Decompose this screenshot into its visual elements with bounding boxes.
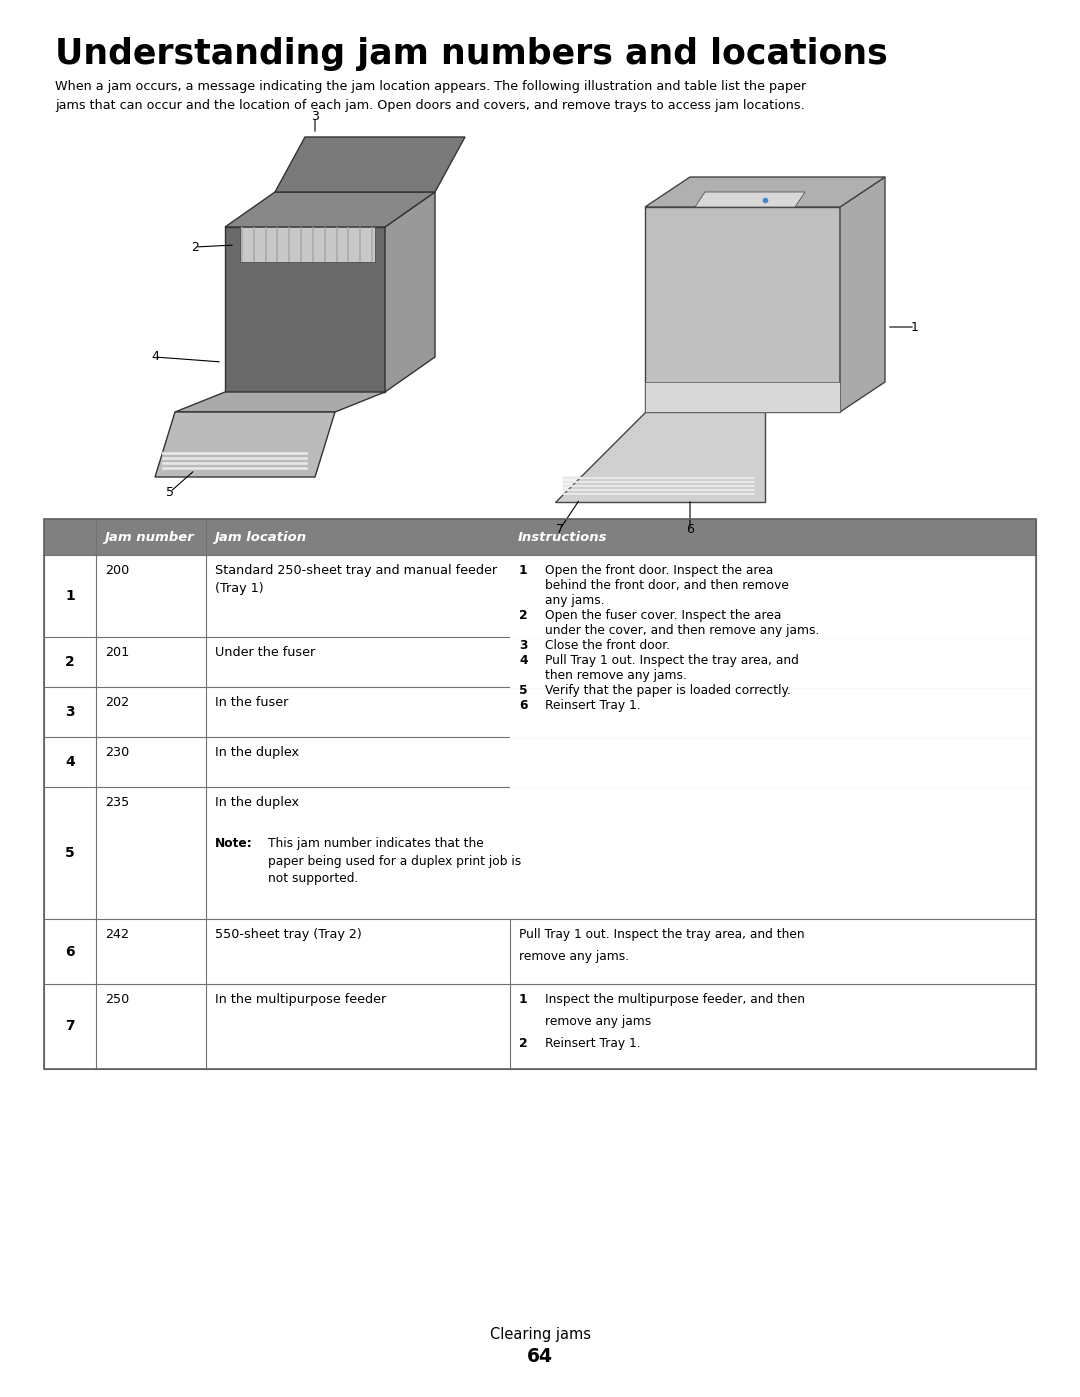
Polygon shape [162, 462, 308, 465]
Polygon shape [645, 207, 840, 412]
Polygon shape [563, 476, 755, 479]
Text: remove any jams: remove any jams [545, 1016, 651, 1028]
Text: Close the front door.: Close the front door. [545, 638, 670, 652]
Text: Pull Tray 1 out. Inspect the tray area, and: Pull Tray 1 out. Inspect the tray area, … [545, 654, 799, 666]
Text: under the cover, and then remove any jams.: under the cover, and then remove any jam… [545, 624, 820, 637]
Polygon shape [563, 489, 755, 490]
Text: Under the fuser: Under the fuser [215, 645, 315, 659]
Text: When a jam occurs, a message indicating the jam location appears. The following : When a jam occurs, a message indicating … [55, 80, 807, 112]
Text: 242: 242 [105, 928, 129, 942]
Text: 2: 2 [65, 655, 75, 669]
FancyBboxPatch shape [44, 520, 1036, 555]
Text: Standard 250-sheet tray and manual feeder
(Tray 1): Standard 250-sheet tray and manual feede… [215, 564, 497, 595]
Text: Open the front door. Inspect the area: Open the front door. Inspect the area [545, 564, 773, 577]
Polygon shape [696, 191, 805, 207]
Text: 230: 230 [105, 746, 130, 759]
Text: 4: 4 [519, 654, 527, 666]
Text: remove any jams.: remove any jams. [519, 950, 630, 963]
Text: 235: 235 [105, 796, 130, 809]
Polygon shape [162, 467, 308, 469]
Text: 202: 202 [105, 696, 130, 710]
Text: behind the front door, and then remove: behind the front door, and then remove [545, 578, 788, 592]
Text: Open the fuser cover. Inspect the area: Open the fuser cover. Inspect the area [545, 609, 781, 622]
Text: Note:: Note: [215, 837, 253, 849]
Polygon shape [275, 137, 465, 191]
Polygon shape [645, 381, 840, 412]
Text: 2: 2 [519, 609, 528, 622]
Text: Pull Tray 1 out. Inspect the tray area, and then: Pull Tray 1 out. Inspect the tray area, … [519, 928, 805, 942]
Text: 3: 3 [519, 638, 527, 652]
Text: Jam location: Jam location [214, 531, 306, 543]
Text: 250: 250 [105, 993, 130, 1006]
Text: 201: 201 [105, 645, 130, 659]
Polygon shape [162, 453, 308, 455]
Polygon shape [840, 177, 885, 412]
Text: 5: 5 [65, 847, 75, 861]
Text: In the multipurpose feeder: In the multipurpose feeder [215, 993, 387, 1006]
Text: 6: 6 [686, 522, 694, 535]
Text: any jams.: any jams. [545, 594, 605, 608]
Text: 200: 200 [105, 564, 130, 577]
Polygon shape [384, 191, 435, 393]
Polygon shape [563, 493, 755, 495]
Text: 7: 7 [556, 522, 564, 535]
Text: Verify that the paper is loaded correctly.: Verify that the paper is loaded correctl… [545, 685, 791, 697]
Polygon shape [240, 226, 375, 263]
Text: Jam number: Jam number [104, 531, 193, 543]
Polygon shape [563, 481, 755, 483]
Polygon shape [225, 226, 384, 393]
Text: 64: 64 [527, 1348, 553, 1366]
Text: 6: 6 [65, 944, 75, 958]
Text: 6: 6 [519, 698, 527, 712]
Text: Instructions: Instructions [518, 531, 607, 543]
Text: 5: 5 [519, 685, 528, 697]
Text: Inspect the multipurpose feeder, and then: Inspect the multipurpose feeder, and the… [545, 993, 805, 1006]
Polygon shape [175, 393, 384, 412]
Text: Clearing jams: Clearing jams [489, 1327, 591, 1343]
Text: 3: 3 [311, 110, 319, 123]
Text: 2: 2 [191, 240, 199, 253]
Polygon shape [563, 485, 755, 488]
Polygon shape [555, 412, 765, 502]
Text: 5: 5 [166, 486, 174, 499]
Text: 4: 4 [151, 351, 159, 363]
Text: This jam number indicates that the
paper being used for a duplex print job is
no: This jam number indicates that the paper… [268, 837, 522, 886]
Text: then remove any jams.: then remove any jams. [545, 669, 687, 682]
Text: In the duplex: In the duplex [215, 796, 299, 809]
Text: 2: 2 [519, 1037, 528, 1051]
Text: 7: 7 [65, 1020, 75, 1034]
Text: 1: 1 [912, 320, 919, 334]
Text: Reinsert Tray 1.: Reinsert Tray 1. [545, 1037, 640, 1051]
Polygon shape [225, 191, 435, 226]
FancyBboxPatch shape [44, 555, 1036, 1069]
Polygon shape [645, 177, 885, 207]
Text: 1: 1 [65, 590, 75, 604]
Polygon shape [162, 457, 308, 460]
Text: 1: 1 [519, 993, 528, 1006]
Text: In the duplex: In the duplex [215, 746, 299, 759]
Text: 4: 4 [65, 754, 75, 768]
Text: 1: 1 [519, 564, 528, 577]
Text: Understanding jam numbers and locations: Understanding jam numbers and locations [55, 36, 888, 71]
Text: In the fuser: In the fuser [215, 696, 288, 710]
Text: 550-sheet tray (Tray 2): 550-sheet tray (Tray 2) [215, 928, 362, 942]
Text: 3: 3 [65, 705, 75, 719]
Polygon shape [156, 412, 335, 476]
Text: Reinsert Tray 1.: Reinsert Tray 1. [545, 698, 640, 712]
